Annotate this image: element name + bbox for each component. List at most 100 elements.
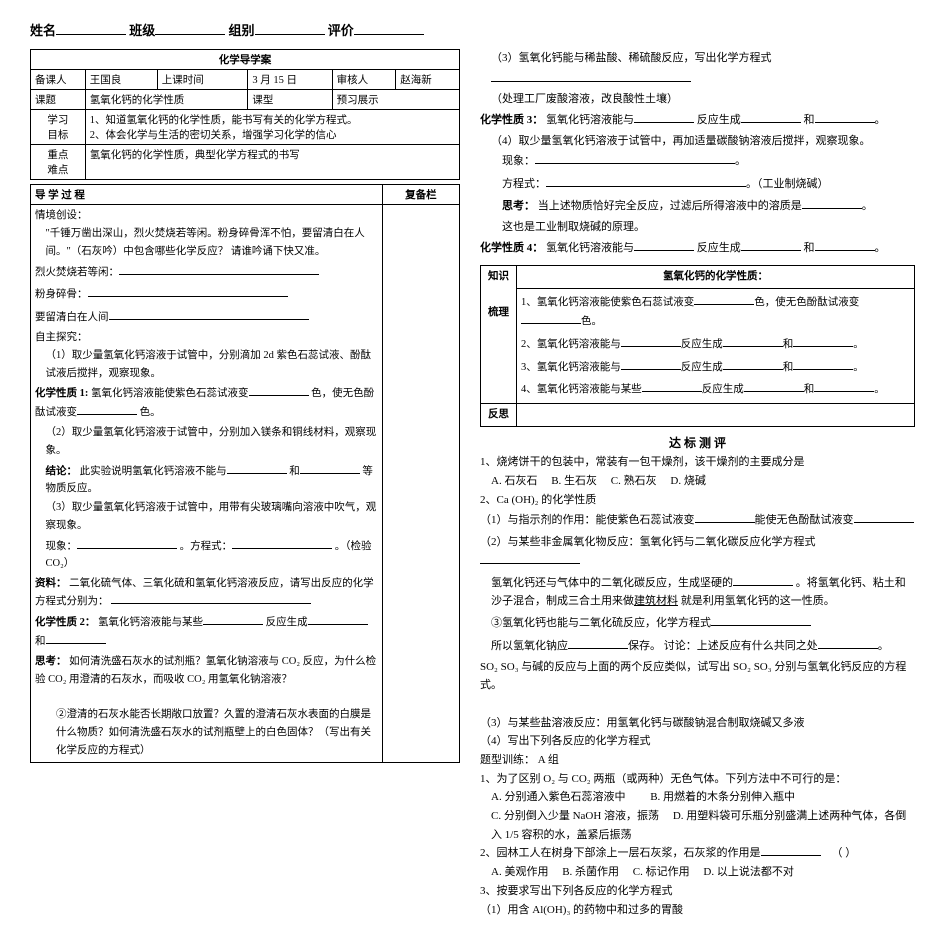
t2bo: B. 杀菌作用 bbox=[562, 866, 619, 878]
rp-blank[interactable] bbox=[535, 152, 735, 164]
s2b3[interactable] bbox=[793, 335, 853, 347]
re-blank[interactable] bbox=[546, 175, 746, 187]
q21b2[interactable] bbox=[854, 511, 914, 523]
concl-lbl: 结论： bbox=[46, 466, 78, 477]
name-label: 姓名 bbox=[30, 23, 56, 38]
line-burn: 烈火焚烧若等闲： bbox=[35, 261, 378, 284]
t2txt: 当上述物质恰好完全反应，过滤后所得溶液中的溶质是 bbox=[538, 200, 802, 212]
re-lbl: 方程式： bbox=[502, 178, 546, 190]
p2b3[interactable] bbox=[46, 632, 106, 644]
mat-blank[interactable] bbox=[111, 592, 311, 604]
t2b[interactable] bbox=[761, 844, 821, 856]
eq2-1: （1）与指示剂的作用：能使紫色石蕊试液变能使无色酚酞试液变 bbox=[480, 509, 915, 532]
p3t3: 和 bbox=[804, 114, 815, 126]
q2db2[interactable] bbox=[818, 637, 878, 649]
l1-blank[interactable] bbox=[119, 263, 319, 275]
think2-lbl: 思考： bbox=[502, 200, 535, 212]
p4b3[interactable] bbox=[815, 239, 875, 251]
p1b1[interactable] bbox=[249, 384, 309, 396]
topic-lbl: 课题 bbox=[31, 90, 86, 110]
p4b2[interactable] bbox=[741, 239, 801, 251]
goal-1: 1、知道氢氧化钙的化学性质，能书写有关的化学方程式。 bbox=[90, 112, 455, 127]
s2b2[interactable] bbox=[723, 335, 783, 347]
class-blank[interactable] bbox=[155, 21, 225, 35]
process-body: 情境创设： "千锤万凿出深山，烈火焚烧若等闲。粉身碎骨浑不怕，要留清白在人间。"… bbox=[31, 205, 383, 763]
backup-body[interactable] bbox=[382, 205, 459, 763]
s4b1[interactable] bbox=[642, 380, 702, 392]
review-val: 赵海新 bbox=[396, 70, 460, 90]
think-lbl: 思考： bbox=[35, 656, 67, 667]
info-row: 备课人 王国良 上课时间 3 月 15 日 审核人 赵海新 bbox=[31, 70, 460, 90]
student-header: 姓名 班级 组别 评价 bbox=[30, 20, 915, 39]
s1b2[interactable] bbox=[521, 312, 581, 324]
s2b1[interactable] bbox=[621, 335, 681, 347]
group-label: 组别 bbox=[229, 23, 255, 38]
reflect-body[interactable] bbox=[517, 404, 915, 427]
summary-body: 1、氢氧化钙溶液能使紫色石蕊试液变色，使无色酚酞试液变色。 2、氢氧化钙溶液能与… bbox=[517, 289, 915, 404]
e3b2[interactable] bbox=[232, 537, 332, 549]
scenario-intro: 情境创设： bbox=[35, 207, 378, 225]
s4b3[interactable] bbox=[814, 380, 874, 392]
l3-blank[interactable] bbox=[109, 308, 309, 320]
p3b2[interactable] bbox=[741, 111, 801, 123]
p2t3: 和 bbox=[35, 636, 46, 647]
p2b1[interactable] bbox=[203, 613, 263, 625]
q2db[interactable] bbox=[568, 637, 628, 649]
p3b3[interactable] bbox=[815, 111, 875, 123]
q21b1[interactable] bbox=[695, 511, 755, 523]
p4t3: 和 bbox=[804, 242, 815, 254]
s1b1[interactable] bbox=[694, 293, 754, 305]
eq2: 2、Ca (OH)₂ 的化学性质 bbox=[480, 491, 915, 510]
time-val: 3 月 15 日 bbox=[248, 70, 332, 90]
q22b[interactable] bbox=[480, 552, 580, 564]
q1a: A. 石灰石 bbox=[491, 475, 537, 487]
t1: 1、为了区别 O₂ 与 CO₂ 两瓶（或两种）无色气体。下列方法中不可行的是： bbox=[480, 770, 915, 789]
self-explore: 自主探究： bbox=[35, 329, 378, 347]
name-blank[interactable] bbox=[56, 21, 126, 35]
t2e: （ ） bbox=[832, 847, 857, 859]
keypoint-val: 氢氧化钙的化学性质，典型化学方程式的书写 bbox=[85, 145, 459, 180]
cb1[interactable] bbox=[227, 462, 287, 474]
backup-title: 复备栏 bbox=[382, 185, 459, 205]
p2t1: 氢氧化钙溶液能与某些 bbox=[98, 617, 203, 628]
q2c: ③氢氧化钙也能与二氧化硫反应，化学方程式 bbox=[491, 617, 711, 629]
topic-val: 氢氧化钙的化学性质 bbox=[85, 90, 248, 110]
s3b2[interactable] bbox=[723, 358, 783, 370]
eq2-d: 所以氢氧化钠应保存。 讨论：上述反应有什么共同之处。 bbox=[480, 635, 915, 658]
eval-blank[interactable] bbox=[354, 21, 424, 35]
author-val: 王国良 bbox=[85, 70, 157, 90]
goal-2: 2、体会化学与生活的密切关系，增强学习化学的信心 bbox=[90, 127, 455, 142]
s4b2[interactable] bbox=[744, 380, 804, 392]
t2: 2、园林工人在树身下部涂上一层石灰浆，石灰浆的作用是 （ ） bbox=[480, 844, 915, 863]
q21b: 能使无色酚酞试液变 bbox=[755, 514, 854, 526]
main-title: 化学导学案 bbox=[31, 50, 460, 70]
r-exp3: （3）氢氧化钙能与稀盐酸、稀硫酸反应，写出化学方程式 bbox=[480, 49, 915, 68]
t1cd: C. 分别倒入少量 NaOH 溶液，振荡 D. 用塑料袋可乐瓶分别盛满上述两种气… bbox=[480, 807, 915, 844]
rp-lbl: 现象： bbox=[502, 155, 535, 167]
think-txt: 如何清洗盛石灰水的试剂瓶？氢氧化钠溶液与 CO₂ 反应，为什么检验 CO₂ 用澄… bbox=[35, 656, 376, 685]
eq1-opts: A. 石灰石 B. 生石灰 C. 熟石灰 D. 烧碱 bbox=[480, 472, 915, 491]
p4b1[interactable] bbox=[634, 239, 694, 251]
q22bb1[interactable] bbox=[733, 574, 793, 586]
cb2[interactable] bbox=[300, 462, 360, 474]
l2-blank[interactable] bbox=[88, 285, 288, 297]
s3b1[interactable] bbox=[621, 358, 681, 370]
q2cb[interactable] bbox=[711, 614, 811, 626]
lesson-info-table: 化学导学案 备课人 王国良 上课时间 3 月 15 日 审核人 赵海新 课题 氢… bbox=[30, 49, 460, 180]
exp2: （2）取少量氢氧化钙溶液于试管中，分别加入镁条和铜线材料，观察现象。 bbox=[35, 424, 378, 460]
s3b3[interactable] bbox=[793, 358, 853, 370]
r-exp3-blank[interactable] bbox=[491, 70, 691, 82]
t2t: 2、园林工人在树身下部涂上一层石灰浆，石灰浆的作用是 bbox=[480, 847, 761, 859]
p2b2[interactable] bbox=[308, 613, 368, 625]
s1a: 1、氢氧化钙溶液能使紫色石蕊试液变 bbox=[521, 297, 694, 308]
st: 氢氧化钙的化学性质： bbox=[663, 271, 768, 282]
conclusion: 结论： 此实验说明氢氧化钙溶液不能与 和 等物质反应。 bbox=[35, 460, 378, 500]
re-tail: 。（工业制烧碱） bbox=[746, 178, 829, 190]
group-blank[interactable] bbox=[255, 21, 325, 35]
e3b1[interactable] bbox=[77, 537, 177, 549]
p3b1[interactable] bbox=[634, 111, 694, 123]
r-p3: 化学性质 3： 氢氧化钙溶液能与 反应生成 和。 bbox=[480, 109, 915, 132]
p1b2[interactable] bbox=[77, 403, 137, 415]
p3t1: 氢氧化钙溶液能与 bbox=[546, 114, 634, 126]
t2b[interactable] bbox=[802, 197, 862, 209]
